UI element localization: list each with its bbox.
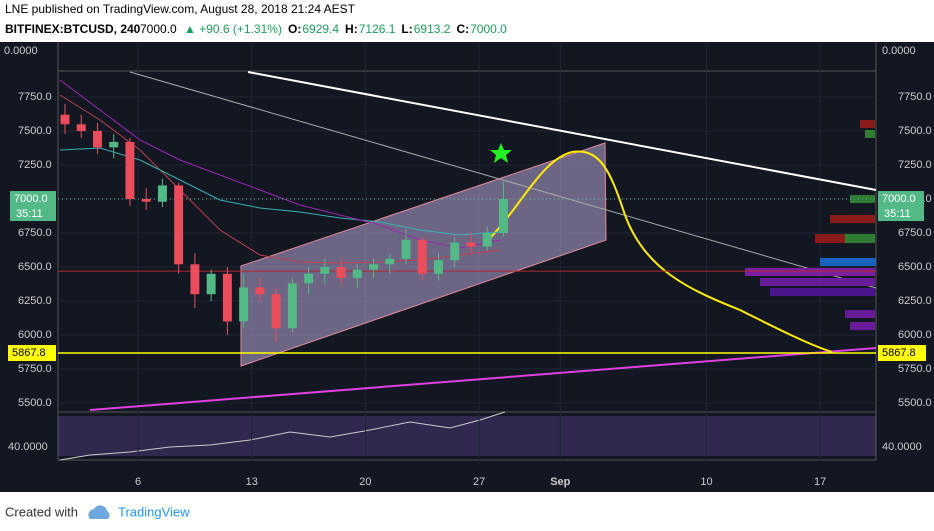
x-tick-label: 13 <box>246 476 258 488</box>
y-tick-label: 5500.0 <box>898 397 932 409</box>
top-pane-label: 0.0000 <box>4 45 38 57</box>
candle-body <box>157 185 167 202</box>
ohlc-key: O: <box>288 22 301 36</box>
y-tick-label: 7250.0 <box>18 159 52 171</box>
x-tick-label: Sep <box>550 476 570 488</box>
y-tick-label: 5500.0 <box>18 397 52 409</box>
candle-body <box>76 124 86 132</box>
y-tick-label: 6750.0 <box>18 227 52 239</box>
candle-body <box>417 239 427 274</box>
candle-body <box>222 273 232 322</box>
countdown: 35:11 <box>16 208 43 220</box>
rsi-band <box>58 416 876 456</box>
last: 7000.0 <box>140 22 177 36</box>
y-tick-label: 6000.0 <box>18 329 52 341</box>
y-tick-label: 7500.0 <box>898 125 932 137</box>
ohlc: O: 6929.4 H: 7126.1 L: 6913.2 C: 7000.0 <box>288 22 507 36</box>
ohlc-key: H: <box>345 22 358 36</box>
y-tick-label: 6750.0 <box>898 227 932 239</box>
countdown: 35:11 <box>884 208 911 220</box>
y-tick-label: 5750.0 <box>18 363 52 375</box>
candle-body <box>304 273 314 284</box>
y-tick-label: 6250.0 <box>18 295 52 307</box>
last-price-box <box>878 191 924 222</box>
trend-line <box>129 71 877 289</box>
y-tick-label: 7250.0 <box>898 159 932 171</box>
level-label-box <box>8 345 56 362</box>
top-pane-label: 0.0000 <box>882 45 916 57</box>
candle-body <box>320 267 330 274</box>
footer-text: Created with <box>5 504 78 519</box>
y-tick-label: 6000.0 <box>898 329 932 341</box>
ohlc-key: L: <box>401 22 412 36</box>
candle-body <box>206 273 216 295</box>
x-tick-label: 20 <box>359 476 371 488</box>
change: ▲ +90.6 (+1.31%) <box>184 22 282 36</box>
candle-body <box>190 264 200 295</box>
candle-body <box>466 242 476 247</box>
trend-line <box>89 347 877 411</box>
footer-brand[interactable]: TradingView <box>118 504 190 519</box>
rsi-line <box>59 411 506 461</box>
candle-body <box>385 258 395 265</box>
ohlc-value: 6913.2 <box>414 22 451 36</box>
candle-body <box>369 264 379 270</box>
symbol: BITFINEX:BTCUSD, 240 <box>5 22 141 36</box>
candle-body <box>141 199 151 202</box>
candle-body <box>352 269 362 278</box>
level-label-box <box>878 345 926 362</box>
candle-body <box>174 185 184 265</box>
ohlc-value: 6929.4 <box>302 22 339 36</box>
published-line: LNE published on TradingView.com, August… <box>5 2 356 16</box>
candle-body <box>482 233 492 247</box>
candle-body <box>271 294 281 329</box>
last-price-box <box>10 191 56 222</box>
rsi-label: 40.0000 <box>882 441 922 453</box>
ohlc-value: 7000.0 <box>470 22 507 36</box>
candle-body <box>498 199 508 234</box>
x-tick-label: 17 <box>814 476 826 488</box>
y-tick-label: 7500.0 <box>18 125 52 137</box>
y-tick-label: 7750.0 <box>18 91 52 103</box>
y-tick-label: 6500.0 <box>898 261 932 273</box>
candle-body <box>60 114 70 125</box>
projection-curve <box>482 150 833 353</box>
x-tick-label: 10 <box>700 476 712 488</box>
candle-body <box>287 283 297 329</box>
ohlc-value: 7126.1 <box>359 22 396 36</box>
last-price-label: 7000.0 <box>14 193 48 205</box>
ohlc-key: C: <box>456 22 469 36</box>
y-tick-label: 7750.0 <box>898 91 932 103</box>
x-tick-label: 27 <box>473 476 485 488</box>
level-label: 5867.8 <box>882 347 916 359</box>
y-tick-label: 6250.0 <box>898 295 932 307</box>
logo <box>88 505 110 519</box>
candle-body <box>255 287 265 295</box>
candle-body <box>239 287 249 322</box>
candle-body <box>109 141 119 148</box>
last-price-label: 7000.0 <box>882 193 916 205</box>
rsi-label: 40.0000 <box>8 441 48 453</box>
y-tick-label: 5750.0 <box>898 363 932 375</box>
candle-body <box>92 131 102 148</box>
star <box>490 143 512 163</box>
candle-body <box>450 242 460 261</box>
trend-line <box>247 71 877 191</box>
candle-body <box>434 260 443 274</box>
candle-body <box>401 239 411 259</box>
y-tick-label: 6500.0 <box>18 261 52 273</box>
x-tick-label: 6 <box>135 476 141 488</box>
level-label: 5867.8 <box>12 347 46 359</box>
candle-body <box>336 267 346 278</box>
candle-body <box>125 141 135 200</box>
